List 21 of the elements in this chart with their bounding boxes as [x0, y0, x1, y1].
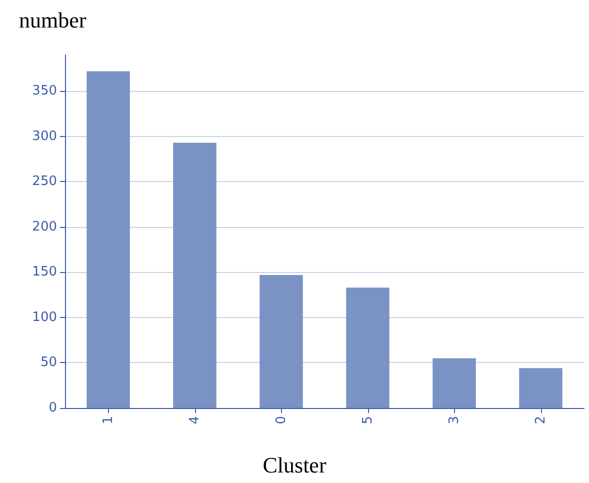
bar [260, 274, 303, 408]
x-tick-label: 1 [100, 416, 116, 424]
x-tick-label: 2 [533, 416, 548, 424]
bar [519, 368, 562, 408]
x-tick-label: 4 [187, 416, 202, 424]
y-tick-label: 150 [32, 264, 57, 280]
y-axis-title: number [19, 8, 87, 32]
bar [173, 142, 216, 408]
y-tick-label: 50 [40, 355, 57, 370]
y-tick-label: 300 [32, 128, 57, 144]
bar [346, 288, 390, 408]
y-tick-label: 250 [32, 174, 57, 190]
y-tick-label: 350 [32, 84, 57, 99]
x-tick-label: 5 [360, 416, 376, 424]
x-tick-label: 3 [446, 416, 462, 424]
bar [86, 71, 130, 408]
y-tick-label: 200 [32, 219, 57, 234]
x-tick-label: 0 [274, 416, 289, 424]
bar [432, 358, 476, 408]
x-axis-title: Cluster [262, 452, 327, 478]
y-tick-label: 100 [32, 310, 57, 325]
